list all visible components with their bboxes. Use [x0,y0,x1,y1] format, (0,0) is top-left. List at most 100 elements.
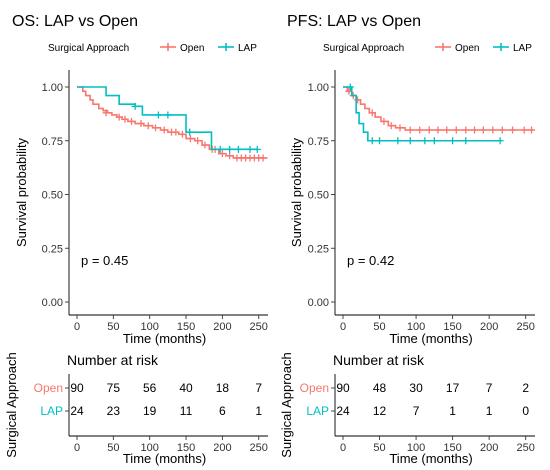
censor-mark [160,126,168,134]
censor-mark [443,126,451,134]
survival-curve-lap [77,86,258,151]
censor-mark [218,150,226,158]
censor-mark [430,137,438,145]
censor-mark [144,122,152,130]
risk-count: 24 [336,404,350,418]
censor-mark [354,96,362,104]
risk-count: 90 [70,381,84,395]
risk-row-label-lap: LAP [40,404,63,418]
p-value: p = 0.42 [347,253,394,268]
censor-mark [201,141,209,149]
x-tick-label: 150 [177,321,195,333]
censor-mark [186,128,194,136]
risk-y-axis-label: Surgical Approach [279,352,294,458]
y-tick-label: 0.50 [42,190,63,202]
risk-count: 75 [107,381,121,395]
y-tick-label: 0.00 [308,297,329,309]
x-tick-label: 150 [443,321,461,333]
risk-count: 11 [180,404,193,418]
y-tick-label: 1.00 [308,82,329,94]
censor-mark [380,117,388,125]
censor-mark [131,102,139,110]
risk-count: 0 [522,404,529,418]
risk-count: 19 [143,404,157,418]
censor-mark [115,113,123,121]
chart-title: PFS: LAP vs Open [287,13,421,30]
censor-mark [186,135,194,143]
risk-count: 40 [179,381,193,395]
censor-mark [226,145,234,153]
risk-x-axis-label: Time (months) [123,451,206,466]
risk-table-title: Number at risk [333,352,425,368]
risk-count: 30 [409,381,423,395]
censor-mark [121,115,129,123]
y-axis-label: Survival probability [289,137,304,247]
risk-count: 7 [413,404,420,418]
censor-mark [128,117,136,125]
risk-count: 23 [107,404,121,418]
survival-curve-lap [343,86,501,142]
risk-count: 7 [486,381,493,395]
censor-mark [479,126,487,134]
p-value: p = 0.45 [81,253,128,268]
risk-x-tick-label: 150 [177,442,195,454]
censor-mark [425,126,433,134]
censor-mark [178,130,186,138]
x-tick-label: 50 [107,321,119,333]
censor-mark [246,145,254,153]
x-tick-label: 200 [480,321,498,333]
censor-mark [164,111,172,119]
y-tick-label: 1.00 [42,82,63,94]
risk-count: 1 [449,404,456,418]
censor-mark [172,128,180,136]
censor-mark [452,126,460,134]
legend-label-lap: LAP [238,43,257,54]
censor-mark [154,111,162,119]
y-tick-label: 0.25 [308,243,329,255]
risk-count: 17 [446,381,460,395]
y-tick-label: 0.50 [308,190,329,202]
censor-mark [406,126,414,134]
risk-count: 48 [373,381,387,395]
y-axis-label: Survival probability [14,137,29,247]
x-tick-label: 0 [74,321,80,333]
censor-mark [194,137,202,145]
series-lap [343,83,504,145]
x-tick-label: 100 [141,321,159,333]
risk-count: 7 [255,381,262,395]
censor-mark [520,126,528,134]
censor-mark [421,137,429,145]
risk-x-tick-label: 150 [443,442,461,454]
risk-count: 18 [216,381,230,395]
censor-mark [346,83,354,91]
risk-x-tick-label: 50 [373,442,385,454]
risk-count: 90 [336,381,350,395]
censor-mark [234,145,242,153]
censor-mark [259,154,267,162]
chart-panel-2: PFS: LAP vs Open Surgical Approach Open LAP… [279,13,536,466]
censor-mark [462,137,470,145]
censor-mark [376,137,384,145]
legend-label-lap: LAP [513,43,532,54]
risk-count: 1 [255,404,262,418]
censor-mark [102,109,110,117]
risk-x-tick-label: 100 [407,442,425,454]
censor-mark [394,137,402,145]
censor-mark [137,120,145,128]
censor-mark [489,126,497,134]
risk-row-label-open: Open [300,381,329,395]
x-tick-label: 250 [250,321,268,333]
censor-mark [253,145,261,153]
censor-mark [498,126,506,134]
risk-x-tick-label: 50 [107,442,119,454]
risk-count: 1 [486,404,493,418]
risk-table-title: Number at risk [67,352,159,368]
legend: Surgical Approach Open LAP [48,43,257,54]
risk-x-tick-label: 0 [340,442,346,454]
censor-mark [387,122,395,130]
x-tick-label: 250 [517,321,535,333]
censor-mark [416,126,424,134]
